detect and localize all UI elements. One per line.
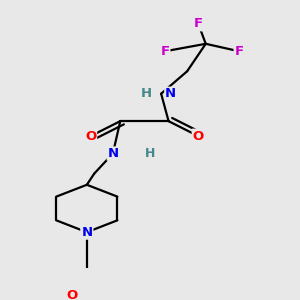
- Text: F: F: [235, 45, 244, 58]
- Text: O: O: [85, 130, 96, 142]
- Text: N: N: [165, 87, 176, 100]
- Text: H: H: [145, 147, 155, 160]
- Text: O: O: [193, 130, 204, 142]
- Text: H: H: [141, 87, 152, 100]
- Text: N: N: [107, 147, 118, 160]
- Text: F: F: [194, 17, 203, 30]
- Text: F: F: [160, 45, 170, 58]
- Text: N: N: [81, 226, 92, 239]
- Text: O: O: [66, 289, 78, 300]
